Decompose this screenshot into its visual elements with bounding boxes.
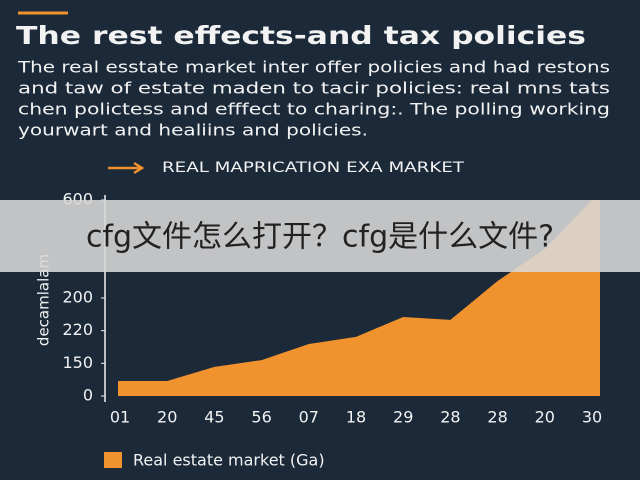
legend-swatch <box>104 452 122 468</box>
y-tick-label: 220 <box>62 320 93 339</box>
x-tick-label: 07 <box>299 408 319 427</box>
chart-title: The rest effects-and tax policies <box>16 21 586 50</box>
description-line: yourwart and healiins and policies. <box>18 121 368 140</box>
y-tick-label: 150 <box>62 353 93 372</box>
overlay-text: cfg文件怎么打开？cfg是什么文件? <box>86 220 554 255</box>
y-tick-label: 0 <box>83 386 93 405</box>
description-line: chen polictess and efffect to charing:. … <box>18 100 610 119</box>
x-tick-label: 01 <box>110 408 130 427</box>
x-tick-label: 56 <box>251 408 271 427</box>
x-tick-label: 45 <box>204 408 224 427</box>
description: The real esstate market inter offer poli… <box>17 58 610 140</box>
description-line: and taw of estate maden to tacir policie… <box>18 79 610 98</box>
annotation: REAL MAPRICATION EXA MARKET <box>162 160 465 176</box>
x-tick-label: 28 <box>440 408 460 427</box>
overlay-banner <box>0 200 640 272</box>
x-tick-label: 20 <box>535 408 555 427</box>
legend-label: Real estate market (Ga) <box>133 451 325 470</box>
y-axis-label: decamlalam <box>35 254 53 346</box>
y-tick-label: 200 <box>62 288 93 307</box>
x-tick-label: 18 <box>346 408 366 427</box>
arrow-icon <box>108 161 145 175</box>
x-tick-label: 29 <box>393 408 413 427</box>
description-line: The real esstate market inter offer poli… <box>17 58 610 77</box>
x-tick-label: 20 <box>157 408 177 427</box>
area <box>118 200 600 396</box>
x-tick-label: 28 <box>487 408 507 427</box>
x-tick-label: 30 <box>582 408 602 427</box>
